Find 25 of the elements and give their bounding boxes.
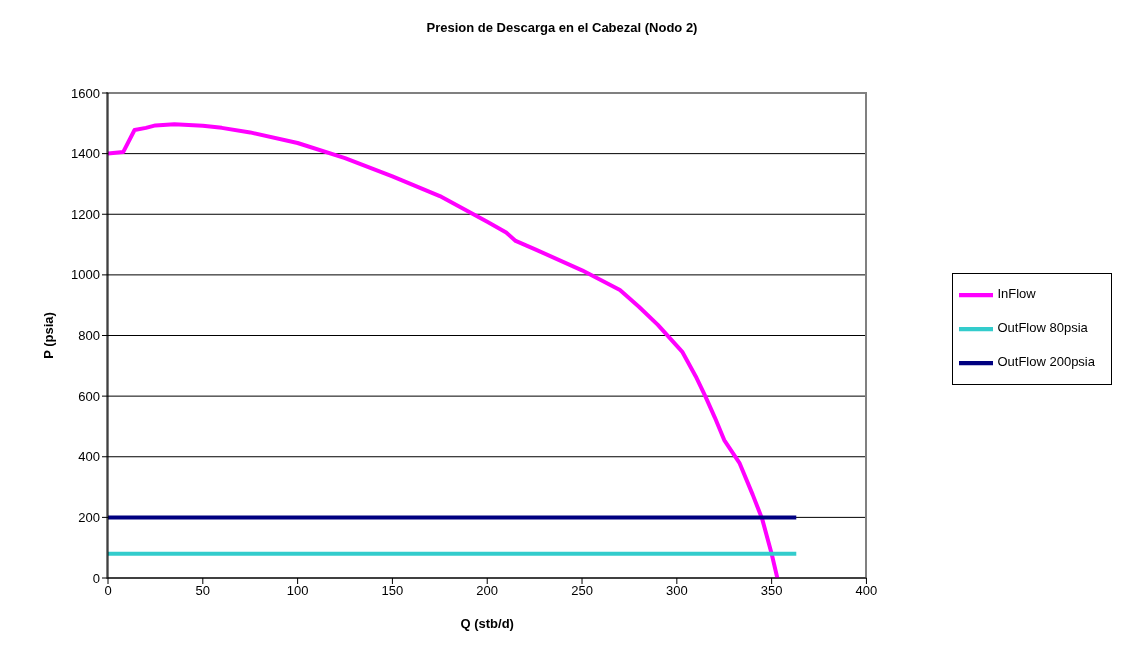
y-tick-label: 1200 xyxy=(71,206,100,222)
x-tick-label: 150 xyxy=(381,583,404,599)
y-tick-label: 1000 xyxy=(71,267,100,283)
x-tick-label: 250 xyxy=(571,583,593,599)
y-tick-label: 200 xyxy=(78,509,100,525)
x-tick-label: 100 xyxy=(286,583,309,599)
chart-title: Presion de Descarga en el Cabezal (Nodo 2) xyxy=(425,20,699,35)
y-tick-label: 400 xyxy=(78,449,100,465)
x-tick-label: 200 xyxy=(476,583,499,599)
legend-label: InFlow xyxy=(997,286,1036,302)
y-tick-label: 600 xyxy=(78,388,100,404)
x-tick-label: 0 xyxy=(104,583,112,599)
y-tick-label: 0 xyxy=(92,570,100,586)
y-axis-title: P (psia) xyxy=(40,312,56,359)
x-tick-label: 300 xyxy=(665,583,688,599)
x-axis-title: Q (stb/d) xyxy=(460,616,514,631)
x-tick-label: 400 xyxy=(855,583,878,599)
y-tick-label: 800 xyxy=(78,328,100,344)
x-tick-label: 350 xyxy=(760,583,783,599)
y-tick-label: 1600 xyxy=(71,85,100,101)
x-tick-label: 50 xyxy=(195,583,211,599)
legend-label: OutFlow 80psia xyxy=(997,320,1088,336)
y-tick-label: 1400 xyxy=(71,146,100,162)
line-series xyxy=(108,122,780,578)
legend-label: OutFlow 200psia xyxy=(997,354,1095,370)
